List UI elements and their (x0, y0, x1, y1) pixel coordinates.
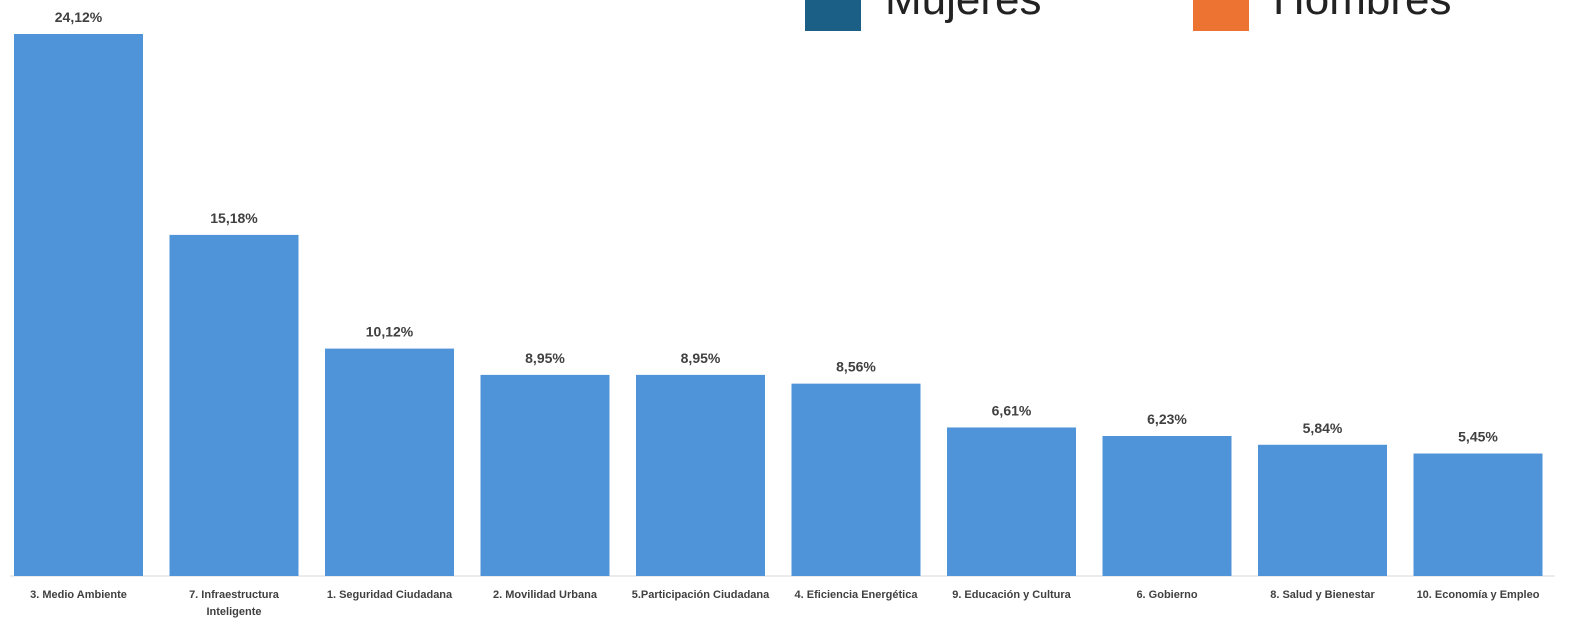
value-label: 6,23% (1147, 411, 1187, 427)
legend-swatch (1193, 0, 1249, 31)
x-tick-label: 2. Movilidad Urbana (493, 589, 597, 601)
x-tick-label: 9. Educación y Cultura (952, 589, 1071, 601)
x-tick-label: 7. Infraestructura Inteligente (189, 589, 279, 618)
x-tick-label: 1. Seguridad Ciudadana (326, 589, 453, 601)
legend-label: Mujeres (885, 0, 1042, 24)
legend-swatch (805, 0, 861, 31)
x-tick-label: 8. Salud y Bienestar (1270, 589, 1375, 601)
value-label: 8,95% (681, 350, 721, 366)
value-label: 8,95% (525, 350, 565, 366)
value-label: 24,12% (55, 9, 103, 25)
x-tick-label: 4. Eficiencia Energética (794, 589, 918, 601)
value-label: 5,84% (1303, 420, 1343, 436)
bar (14, 34, 143, 576)
bar (947, 427, 1076, 576)
x-tick-label: 5.Participación Ciudadana (631, 589, 770, 601)
bar (480, 374, 610, 576)
x-tick-label: 10. Economía y Empleo (1416, 589, 1540, 601)
bar (169, 234, 299, 576)
bar (1413, 453, 1543, 576)
value-label: 5,45% (1458, 429, 1498, 445)
legend-label: Hombres (1273, 0, 1452, 24)
x-tick-label: 3. Medio Ambiente (30, 589, 127, 601)
bar (1258, 444, 1387, 576)
bar (636, 374, 765, 576)
bar (791, 383, 921, 576)
bar (325, 348, 454, 576)
value-label: 15,18% (210, 210, 258, 226)
bar (1102, 436, 1232, 576)
value-label: 10,12% (366, 324, 414, 340)
value-label: 8,56% (836, 359, 876, 375)
value-label: 6,61% (992, 402, 1032, 418)
x-tick-label: 6. Gobierno (1136, 589, 1198, 601)
